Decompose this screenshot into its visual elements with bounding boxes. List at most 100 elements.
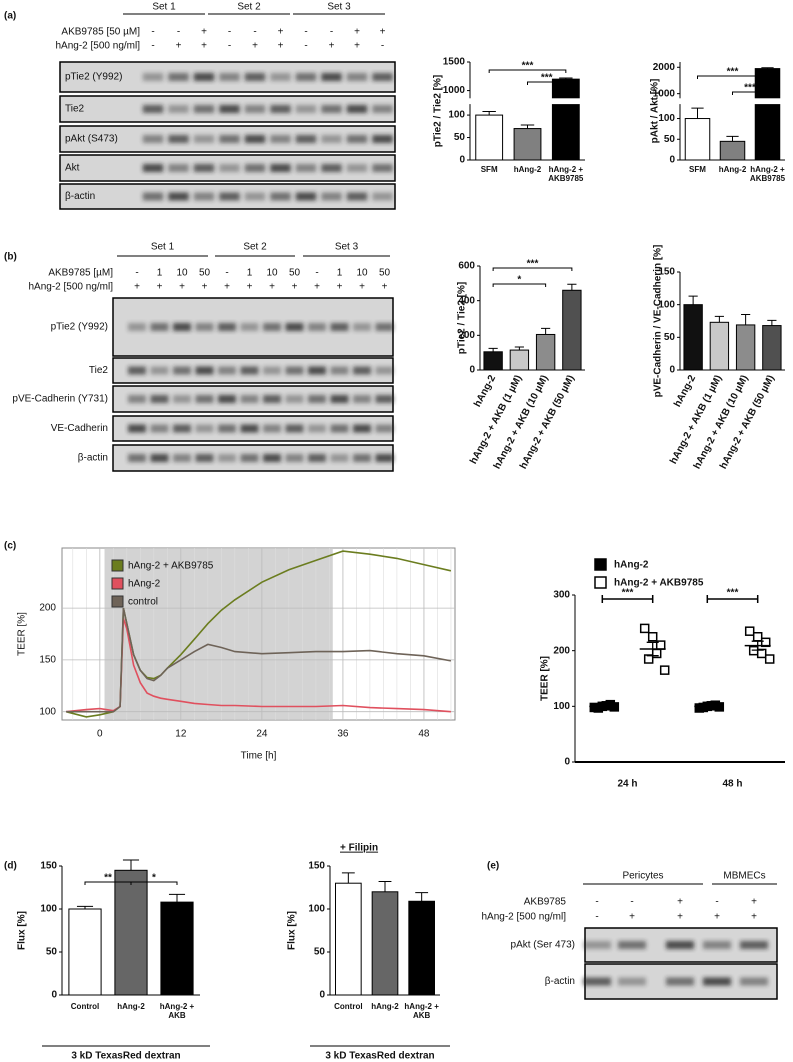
treatment-sign: 1 — [337, 268, 343, 279]
label-box: SFM — [689, 165, 706, 174]
treatment-sign: + — [278, 41, 284, 52]
x-tick-label: 24 h — [617, 779, 637, 790]
blot-band — [240, 323, 259, 331]
blot-band — [142, 105, 164, 113]
blot-band — [263, 323, 281, 331]
treatment-sign: + — [134, 282, 140, 293]
blot-band — [168, 192, 189, 201]
label-box: Control — [71, 1002, 99, 1011]
group-label: Set 2 — [237, 2, 261, 13]
y-tick-label: 200 — [39, 603, 56, 614]
blot-band — [295, 164, 317, 172]
blot-band — [346, 135, 368, 143]
treatment-sign: - — [304, 27, 307, 38]
error-bar — [646, 641, 659, 657]
band-label: pTie2 (Y992) — [65, 72, 122, 83]
treatment-label: hAng-2 [500 ng/ml] — [56, 41, 141, 52]
label-box: hAng-2 — [371, 1002, 399, 1011]
y-axis-label: pTie2 / Tie2 [%] — [457, 282, 468, 354]
blot-band — [618, 977, 646, 986]
blot-band — [128, 395, 146, 403]
significance-label: *** — [744, 83, 756, 94]
treatment-sign: + — [329, 41, 335, 52]
blot-band — [150, 395, 169, 403]
blot-band — [270, 164, 291, 172]
blot-band — [270, 135, 291, 143]
treatment-sign: + — [157, 282, 163, 293]
data-point — [643, 654, 654, 664]
blot-band — [218, 395, 236, 403]
significance-bracket — [488, 69, 567, 73]
x-tick-label: 36 — [337, 729, 349, 740]
blot-band — [375, 454, 394, 462]
y-tick-label: 100 — [448, 110, 465, 121]
blot-band — [270, 192, 291, 201]
blot-band — [263, 395, 281, 403]
treatment-sign: + — [677, 897, 683, 908]
blot-band — [218, 366, 236, 375]
band-label: Tie2 — [65, 104, 85, 115]
error-bar — [514, 346, 524, 351]
blot-band — [285, 454, 304, 462]
treatment-sign: - — [630, 897, 633, 908]
blot-band — [128, 323, 146, 331]
y-tick-label: 0 — [669, 365, 675, 376]
y-axis-label: TEER [%] — [17, 612, 28, 656]
treatment-sign: - — [304, 41, 307, 52]
group-label: MBMECs — [723, 871, 765, 882]
y-tick-label: 150 — [40, 861, 57, 872]
data-point — [659, 665, 670, 675]
panel-label: (d) — [4, 861, 17, 872]
bar — [719, 140, 746, 161]
significance-bracket — [706, 595, 759, 603]
y-tick-label: 50 — [664, 332, 676, 343]
treatment-sign: - — [595, 912, 598, 923]
significance-bracket — [697, 75, 768, 79]
bar — [562, 289, 582, 371]
series-line — [66, 607, 452, 713]
y-tick-label: 400 — [458, 295, 475, 306]
blot-band — [173, 395, 191, 403]
significance-bracket — [492, 267, 573, 271]
bar — [513, 128, 542, 161]
blot-band — [346, 105, 368, 113]
panel-label: (a) — [4, 11, 16, 22]
bar — [371, 891, 399, 996]
blot-band — [330, 395, 349, 403]
category-label: SFM — [689, 165, 706, 174]
significance-label: *** — [527, 259, 539, 270]
error-bar — [688, 295, 698, 305]
blot-band — [372, 105, 393, 113]
error-bar — [76, 905, 94, 909]
data-point — [752, 632, 763, 642]
blot-band — [583, 977, 611, 986]
y-tick-label: 100 — [658, 113, 675, 124]
treatment-sign: + — [201, 41, 207, 52]
blot-band — [168, 164, 189, 172]
label-box: hAng-2 + AKB — [404, 1002, 438, 1020]
bar — [762, 325, 782, 371]
blot-band — [372, 135, 393, 143]
blot-band — [173, 424, 191, 433]
legend-label: hAng-2 — [128, 579, 161, 590]
panel-label: (c) — [4, 541, 16, 552]
band-label: β-actin — [65, 191, 95, 202]
treatment-sign: - — [228, 27, 231, 38]
error-bar — [482, 110, 496, 116]
label-box: Control — [334, 1002, 362, 1011]
category-label: hAng-2 — [672, 373, 698, 409]
bar — [535, 333, 556, 371]
error-bar — [488, 347, 498, 352]
label-box: hAng-2 + AKB — [160, 1002, 194, 1020]
x-tick-label: 0 — [97, 729, 103, 740]
blot-band — [219, 192, 240, 201]
blot-band — [244, 73, 266, 81]
blot-band — [295, 105, 317, 113]
error-bar — [567, 283, 577, 291]
blot-band — [321, 192, 342, 201]
bar — [551, 78, 580, 161]
axis-break-gap — [466, 98, 587, 105]
y-tick-label: 200 — [458, 330, 475, 341]
legend-label: hAng-2 + AKB9785 — [128, 561, 214, 572]
blot-band — [372, 73, 393, 81]
